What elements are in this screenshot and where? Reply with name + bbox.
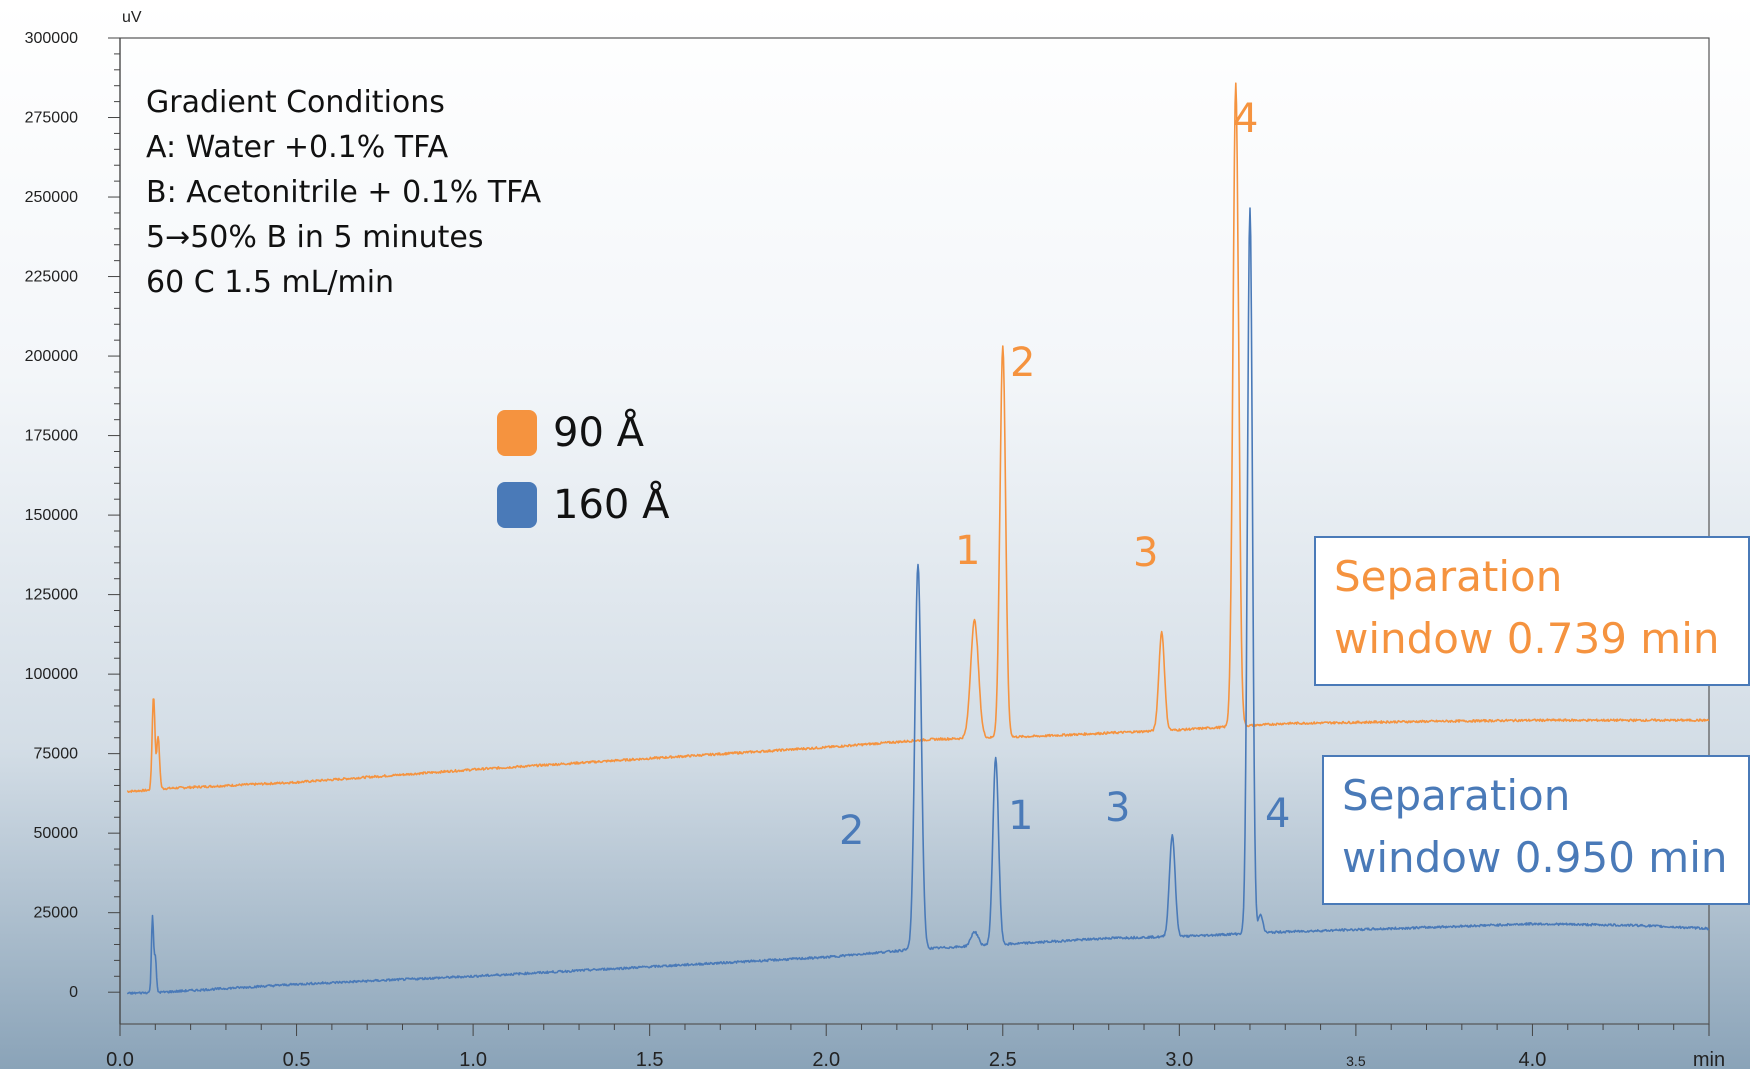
gradient-conditions: Gradient Conditions A: Water +0.1% TFA B… <box>146 80 541 305</box>
y-tick-label: 125000 <box>25 587 78 604</box>
separation-160-line2: window 0.950 min <box>1342 833 1728 882</box>
x-tick-label: 0.0 <box>106 1049 134 1069</box>
series-trace-90 <box>126 82 1710 794</box>
peak-label-blue-1: 1 <box>1008 793 1034 839</box>
y-axis-label: uV <box>122 9 142 26</box>
separation-window-160: Separation window 0.950 min <box>1322 755 1750 905</box>
x-tick-label: min <box>1693 1049 1725 1069</box>
x-tick-label: 4.0 <box>1519 1049 1547 1069</box>
y-tick-label: 275000 <box>25 110 78 127</box>
x-tick-label: 2.5 <box>989 1049 1017 1069</box>
legend-item-160: 160 Å <box>497 482 669 528</box>
peak-label-orange-1: 1 <box>955 528 981 574</box>
peak-label-blue-3: 3 <box>1105 785 1131 831</box>
y-tick-label: 150000 <box>25 507 78 524</box>
conditions-line-a: A: Water +0.1% TFA <box>146 130 449 165</box>
separation-90-line1: Separation <box>1334 552 1563 601</box>
y-tick-label: 50000 <box>34 825 79 842</box>
conditions-title: Gradient Conditions <box>146 85 445 120</box>
conditions-line-b: B: Acetonitrile + 0.1% TFA <box>146 175 542 210</box>
y-tick-label: 300000 <box>25 30 78 47</box>
y-tick-label: 25000 <box>34 905 79 922</box>
peak-label-orange-2: 2 <box>1010 340 1036 386</box>
peak-label-blue-2: 2 <box>839 808 865 854</box>
legend-label-160: 160 Å <box>553 482 670 528</box>
x-tick-label: 1.5 <box>636 1049 664 1069</box>
legend-label-90: 90 Å <box>553 410 644 456</box>
legend-swatch-90 <box>497 410 537 456</box>
y-tick-label: 200000 <box>25 348 78 365</box>
x-tick-label: 2.0 <box>812 1049 840 1069</box>
separation-160-line1: Separation <box>1342 771 1571 820</box>
peak-label-blue-4: 4 <box>1265 791 1291 837</box>
y-tick-label: 250000 <box>25 189 78 206</box>
separation-window-90: Separation window 0.739 min <box>1314 536 1750 686</box>
peak-label-orange-4: 4 <box>1233 96 1259 142</box>
x-tick-label: 1.0 <box>459 1049 487 1069</box>
y-tick-label: 0 <box>69 984 78 1001</box>
y-tick-label: 225000 <box>25 269 78 286</box>
y-tick-label: 75000 <box>34 746 79 763</box>
legend-item-90: 90 Å <box>497 410 644 456</box>
separation-90-line2: window 0.739 min <box>1334 614 1720 663</box>
y-tick-label: 175000 <box>25 428 78 445</box>
conditions-line-temp: 60 C 1.5 mL/min <box>146 265 395 300</box>
series-layer <box>126 82 1710 995</box>
peak-label-orange-3: 3 <box>1133 530 1159 576</box>
x-tick-label: 0.5 <box>283 1049 311 1069</box>
conditions-line-gradient: 5→50% B in 5 minutes <box>146 220 484 255</box>
series-trace-160 <box>126 207 1710 995</box>
y-axis: 0 25000 50000 75000 100000 125000 150000 175000… <box>25 30 121 1024</box>
legend-swatch-160 <box>497 482 537 528</box>
y-tick-label: 100000 <box>25 666 78 683</box>
x-tick-label: 3.0 <box>1165 1049 1193 1069</box>
x-axis: 0.0 0.5 1.0 1.5 2.0 2.5 3.0 3.5 4.0 min <box>106 1024 1725 1069</box>
x-tick-label: 3.5 <box>1346 1053 1366 1069</box>
